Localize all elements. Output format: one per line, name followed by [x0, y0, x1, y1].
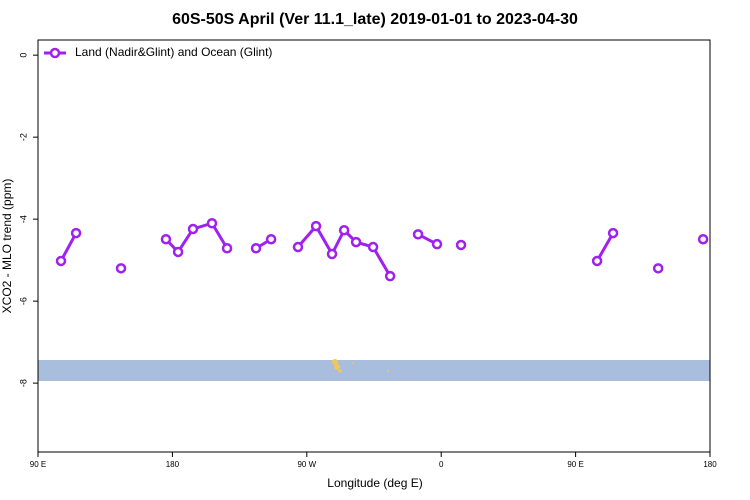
y-tick-label: -4	[18, 215, 28, 223]
x-tick-label: 0	[439, 460, 444, 469]
data-point	[367, 241, 379, 253]
data-point	[350, 236, 362, 248]
data-point	[187, 223, 199, 235]
data-point	[160, 233, 172, 245]
y-tick-label: -8	[18, 379, 28, 387]
data-point	[431, 238, 443, 250]
y-tick-label: 0	[18, 53, 28, 58]
legend-label: Land (Nadir&Glint) and Ocean (Glint)	[75, 45, 272, 59]
map-land	[332, 359, 389, 373]
data-point	[55, 255, 67, 267]
x-tick-label: 180	[166, 460, 180, 469]
y-axis-label: XCO2 - MLO trend (ppm)	[0, 179, 14, 314]
data-point	[326, 248, 338, 260]
data-point	[221, 243, 233, 254]
data-point	[250, 243, 262, 254]
data-point	[206, 217, 218, 229]
x-tick-label: 90 E	[567, 460, 583, 469]
map-strip	[38, 360, 710, 381]
data-point	[265, 233, 277, 245]
legend-marker	[49, 47, 61, 59]
data-point	[70, 227, 82, 239]
data-point	[310, 220, 322, 232]
data-point	[115, 263, 127, 274]
plot-frame	[37, 39, 711, 453]
x-tick-label: 90 W	[297, 460, 316, 469]
data-point	[338, 224, 350, 236]
x-tick-label: 90 E	[30, 460, 46, 469]
data-point	[455, 239, 467, 251]
data-point	[384, 270, 396, 282]
x-tick-label: 180	[703, 460, 717, 469]
y-tick-label: -2	[18, 133, 28, 141]
data-point	[607, 227, 619, 239]
data-point	[292, 241, 304, 253]
data-point	[697, 233, 709, 245]
data-point	[591, 255, 603, 267]
y-tick-label: -6	[18, 297, 28, 305]
data-point	[172, 246, 184, 258]
chart-title: 60S-50S April (Ver 11.1_late) 2019-01-01…	[172, 11, 578, 28]
series-line	[59, 232, 78, 262]
data-point	[652, 263, 664, 274]
data-point	[412, 229, 424, 240]
x-axis-label: Longitude (deg E)	[327, 476, 422, 490]
series-line	[595, 232, 615, 262]
